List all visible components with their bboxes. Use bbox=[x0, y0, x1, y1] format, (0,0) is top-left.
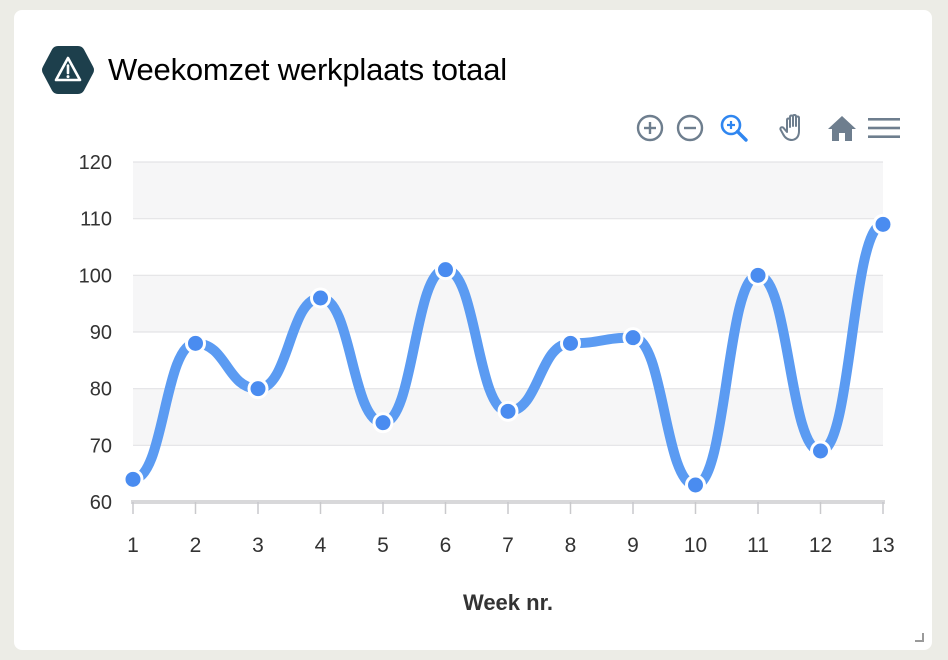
selection-zoom-icon[interactable] bbox=[718, 112, 750, 144]
zoom-in-icon[interactable] bbox=[634, 112, 666, 144]
pan-icon[interactable] bbox=[778, 112, 810, 144]
chart-card: Weekomzet werkplaats totaal bbox=[14, 10, 932, 650]
chart-title: Weekomzet werkplaats totaal bbox=[108, 52, 507, 87]
menu-icon[interactable] bbox=[868, 112, 900, 144]
warning-icon bbox=[42, 46, 94, 94]
home-icon[interactable] bbox=[826, 112, 858, 144]
zoom-out-icon[interactable] bbox=[674, 112, 706, 144]
card-header: Weekomzet werkplaats totaal bbox=[40, 42, 507, 98]
resize-handle-icon[interactable] bbox=[914, 632, 924, 642]
